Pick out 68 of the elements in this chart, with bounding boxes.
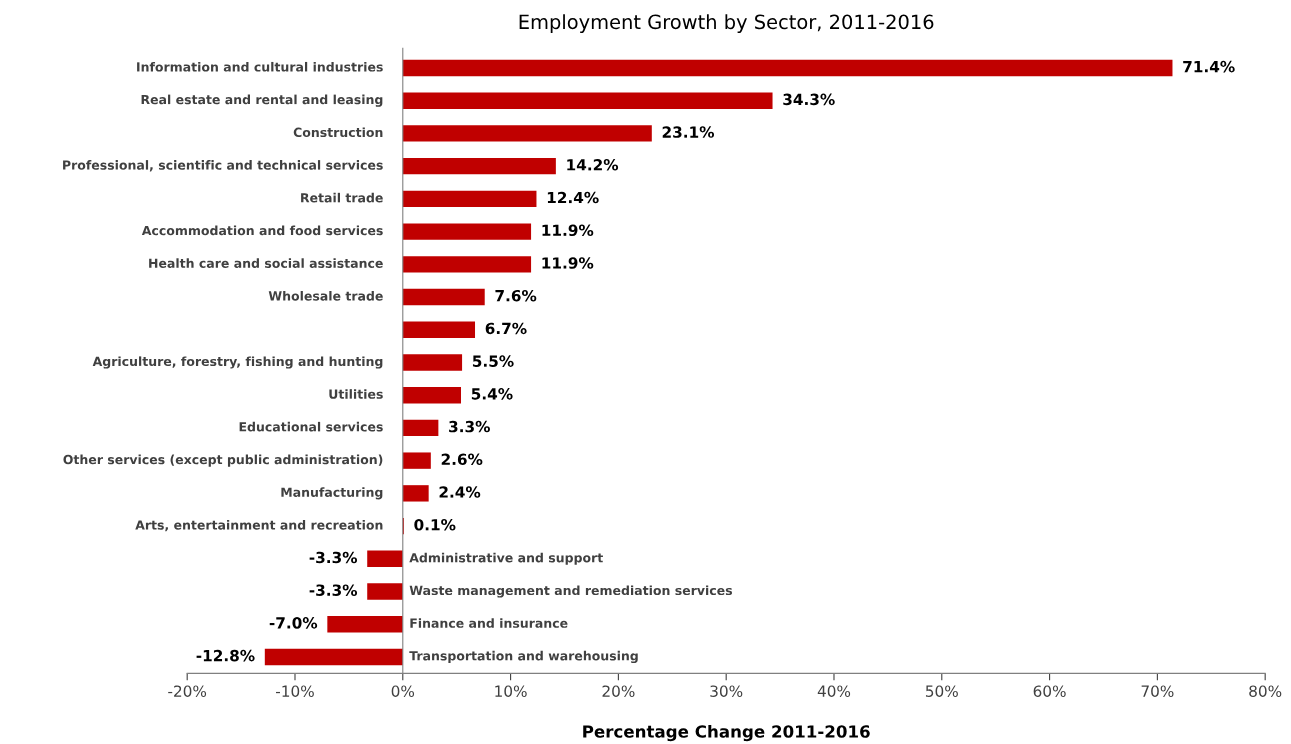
data-label: 12.4% [547,191,599,204]
data-label: 71.4% [1183,60,1235,73]
y-tick-label: Other services (except public administration) [63,454,383,467]
data-label: 14.2% [567,159,619,171]
y-tick-label: Accommodation and food services [141,225,383,236]
x-axis-title: Percentage Change 2011-2016 [583,724,870,742]
x-tick-label: 50% [925,685,958,697]
bar [402,419,439,437]
chart-title: Employment Growth by Sector, 2011-2016 [519,14,934,33]
data-label: 11.9% [542,257,594,269]
y-tick-label: Manufacturing [281,487,383,500]
data-label: 5.4% [471,388,513,400]
y-tick-label: Construction [293,127,383,138]
data-label: 3.3% [449,420,490,433]
data-label: 2.6% [441,453,483,466]
x-tick-label: -10% [276,685,314,697]
y-tick-label: Information and cultural industries [137,61,383,72]
bar [402,288,485,306]
data-label: 7.6% [495,289,537,302]
bar [402,321,476,338]
data-label: -3.3% [309,551,358,564]
bar [402,387,461,404]
data-label: -7.0% [269,617,318,629]
y-tick-label: Professional, scientific and technical services [63,160,383,172]
data-label: 23.1% [662,126,715,138]
bar [327,616,403,633]
y-tick-label: Wholesale trade [268,290,383,301]
bar [402,223,532,240]
x-tick-label: 0% [391,685,415,697]
data-label: 11.9% [542,224,594,237]
data-label: 5.5% [472,355,514,367]
bar [402,125,652,142]
bar [402,59,1173,77]
y-tick-label: Agriculture, forestry, fishing and hunting [92,356,383,369]
bar [367,583,403,600]
x-tick-label: 30% [710,685,743,697]
y-tick-label: Waste management and remediation services [409,585,733,598]
y-tick-label: Retail trade [301,192,383,203]
x-tick-label: 80% [1249,685,1282,697]
x-tick-label: 60% [1033,685,1066,697]
bar [402,256,532,273]
bar [367,550,403,567]
y-tick-label: Finance and insurance [410,618,568,628]
y-tick-label: Administrative and support [409,552,603,565]
bar [402,190,537,208]
bar [402,452,431,469]
data-label: 6.7% [485,322,527,335]
data-label: 0.1% [414,518,456,531]
y-tick-label: Utilities [329,389,383,399]
bar [264,648,403,666]
y-tick-label: Educational services [239,421,383,432]
bar [402,157,556,175]
x-tick-label: -20% [168,685,207,697]
data-label: 2.4% [439,486,481,498]
y-tick-label: Health care and social assistance [149,258,383,268]
data-label: -12.8% [196,649,255,662]
x-tick-label: 20% [602,685,635,697]
y-tick-label: Arts, entertainment and recreation [135,520,383,532]
x-tick-label: 10% [495,685,527,697]
y-tick-label: Transportation and warehousing [409,650,638,664]
x-tick-label: 70% [1141,685,1174,697]
bar [402,92,773,109]
x-tick-label: 40% [817,685,851,697]
data-label: -3.3% [309,584,358,596]
data-label: 34.3% [783,93,835,106]
bar [402,485,429,502]
bar [402,354,463,371]
y-tick-label: Real estate and rental and leasing [141,94,383,107]
